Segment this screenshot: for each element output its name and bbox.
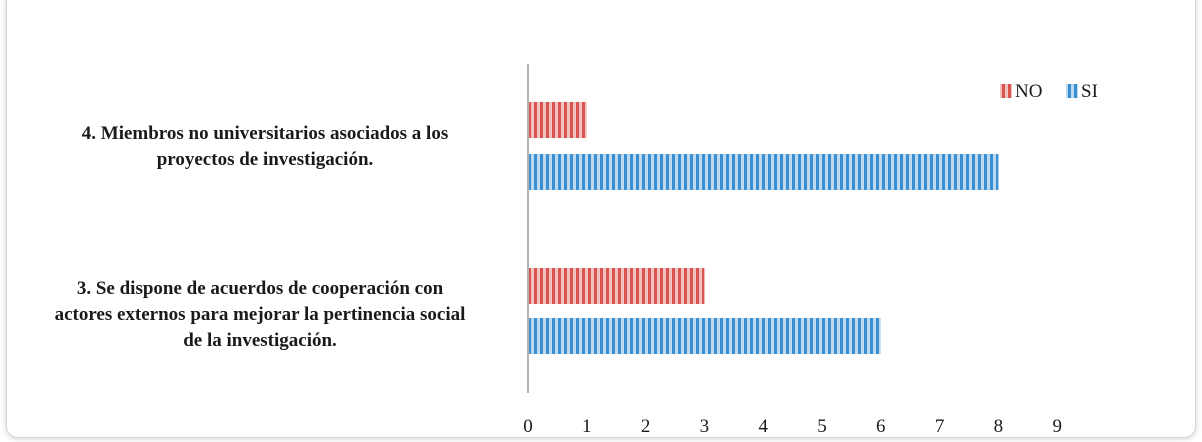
category-label-line: de la investigación.	[183, 330, 337, 351]
category-label-4: 4. Miembros no universitarios asociados …	[5, 121, 525, 173]
chart-frame	[6, 0, 1196, 438]
x-tick-label: 3	[700, 416, 710, 437]
x-tick-label: 1	[582, 416, 592, 437]
x-tick-label: 9	[1052, 416, 1062, 437]
legend-label-no: NO	[1015, 81, 1042, 102]
bars-layer	[529, 102, 999, 354]
x-tick-label: 7	[935, 416, 945, 437]
legend: NO SI	[1000, 81, 1098, 102]
x-tick-label: 4	[758, 416, 768, 437]
category-label-line: 4. Miembros no universitarios asociados …	[81, 123, 449, 144]
legend-swatch-si	[1066, 84, 1078, 98]
x-tick-label: 0	[523, 416, 533, 437]
legend-label-si: SI	[1081, 81, 1098, 102]
x-tick-label: 6	[876, 416, 886, 437]
category-label-line: 3. Se dispone de acuerdos de cooperación…	[76, 278, 444, 299]
legend-swatch-no	[1000, 84, 1012, 98]
bar-si-0	[529, 154, 999, 190]
bar-no-1	[529, 268, 705, 304]
x-tick-labels: 0 1 2 3 4 5 6 7 8 9	[523, 416, 1062, 437]
category-label-line: proyectos de investigación.	[156, 149, 374, 170]
category-label-line: actores externos para mejorar la pertine…	[54, 304, 466, 325]
category-label-3: 3. Se dispone de acuerdos de cooperación…	[0, 276, 520, 354]
x-tick-label: 2	[641, 416, 651, 437]
x-tick-label: 8	[994, 416, 1004, 437]
bar-no-0	[529, 102, 587, 138]
x-tick-label: 5	[817, 416, 827, 437]
bar-si-1	[529, 318, 881, 354]
